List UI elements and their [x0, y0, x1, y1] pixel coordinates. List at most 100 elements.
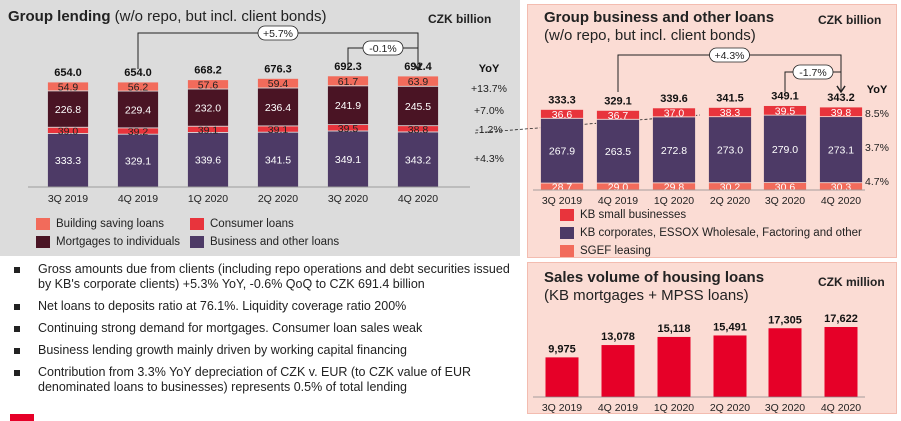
- bar-total-label: 668.2: [194, 65, 222, 77]
- yoy-growth-label: +5.7%: [263, 28, 293, 40]
- bar-segment: [327, 75, 369, 87]
- qoq-growth-pill: [362, 40, 404, 56]
- bar-value-label: 39.1: [198, 124, 219, 136]
- bar-value-label: 38.8: [408, 124, 429, 136]
- commentary-list: Gross amounts due from clients (includin…: [10, 262, 515, 402]
- bullet-item: Business lending growth mainly driven by…: [10, 343, 515, 358]
- legend-corporates: KB corporates, ESSOX Wholesale, Factorin…: [560, 227, 862, 239]
- bar-value-label: 36.7: [608, 110, 629, 122]
- yoy-growth-business-label: +4.3%: [714, 50, 744, 62]
- bar: [768, 328, 802, 397]
- x-tick-label: 4Q 2020: [398, 193, 438, 205]
- yoy-label: +13.7%: [471, 83, 507, 95]
- bar: [824, 327, 858, 397]
- bar-value-label: 38.3: [720, 107, 741, 119]
- bullet-item: Contribution from 3.3% YoY depreciation …: [10, 365, 515, 395]
- x-tick-label: 4Q 2019: [598, 195, 638, 207]
- bar-value-label: 241.9: [335, 100, 361, 112]
- bar-segment: [257, 87, 299, 127]
- yoy-label: 8.5%: [865, 108, 889, 120]
- x-tick-label: 3Q 2019: [48, 193, 88, 205]
- bar-value-label: 267.9: [549, 146, 575, 158]
- bar-value-label: 29.8: [664, 181, 685, 193]
- x-tick-label: 3Q 2019: [542, 195, 582, 207]
- bar-total-label: 333.3: [548, 94, 576, 106]
- x-tick-label: 2Q 2020: [710, 402, 750, 414]
- bar-value-label: 263.5: [605, 146, 631, 158]
- x-tick-label: 1Q 2020: [654, 402, 694, 414]
- x-tick-label: 3Q 2020: [328, 193, 368, 205]
- legend-swatch: [36, 236, 50, 248]
- bar-value-label: 39.8: [831, 107, 852, 119]
- yoy-growth-pill: [257, 25, 299, 41]
- bar-value-label: 39.5: [775, 105, 796, 117]
- bar-value-label: 229.4: [125, 104, 151, 116]
- business-loans-subtitle: (w/o repo, but incl. client bonds): [544, 27, 756, 44]
- bar-segment: [327, 130, 369, 188]
- yoy-label: 4.7%: [865, 176, 889, 188]
- yoy-label: +7.0%: [474, 105, 504, 117]
- legend-sgef-leasing: SGEF leasing: [560, 245, 651, 257]
- legend-swatch: [560, 227, 574, 239]
- yoy-label: 3.7%: [865, 142, 889, 154]
- bar-value-label: 30.2: [720, 181, 741, 193]
- bar-segment: [819, 116, 863, 184]
- bar-value-label: 54.9: [58, 81, 79, 93]
- bar-segment: [397, 75, 439, 87]
- bar-segment: [397, 85, 439, 127]
- bar-value-label: 15,118: [657, 323, 690, 335]
- bar-value-label: 245.5: [405, 101, 431, 113]
- bar-segment: [47, 133, 89, 188]
- bar-segment: [540, 117, 584, 184]
- legend-swatch: [190, 236, 204, 248]
- x-tick-label: 2Q 2020: [258, 193, 298, 205]
- bar-total-label: 654.0: [124, 67, 152, 79]
- bar-value-label: 349.1: [335, 154, 361, 166]
- bullet-icon: [14, 348, 20, 354]
- brand-mark: [10, 414, 34, 421]
- bar-value-label: 37.0: [664, 107, 685, 119]
- yoy-label: -1.2%: [475, 124, 502, 136]
- bar: [657, 336, 691, 397]
- bullet-item: Net loans to deposits ratio at 76.1%. Li…: [10, 299, 515, 314]
- bullet-item: Gross amounts due from clients (includin…: [10, 262, 515, 292]
- bar-value-label: 39.1: [268, 124, 289, 136]
- qoq-growth-business-label: -1.7%: [799, 67, 826, 79]
- bar-segment: [257, 78, 299, 89]
- housing-sales-title: Sales volume of housing loans: [544, 269, 765, 286]
- x-tick-label: 4Q 2020: [821, 195, 861, 207]
- qoq-growth-label: -0.1%: [369, 43, 396, 55]
- legend-consumer-loans: Consumer loans: [190, 218, 294, 230]
- qoq-growth-business-pill: [792, 64, 834, 80]
- bar-segment: [540, 109, 584, 119]
- x-tick-label: 4Q 2020: [821, 402, 861, 414]
- bar: [545, 357, 579, 397]
- bar-segment: [708, 107, 752, 118]
- bar-segment: [117, 81, 159, 92]
- housing-sales-subtitle: (KB mortgages + MPSS loans): [544, 287, 749, 304]
- bar-value-label: 28.7: [552, 182, 573, 194]
- bar-segment: [819, 106, 863, 118]
- bar-value-label: 272.8: [661, 145, 687, 157]
- bar-segment: [47, 81, 89, 92]
- bar-value-label: 236.4: [265, 102, 291, 114]
- bar-total-label: 654.0: [54, 67, 82, 79]
- bar-value-label: 17,622: [824, 313, 858, 325]
- legend-swatch: [36, 218, 50, 230]
- bar-value-label: 13,078: [601, 331, 635, 343]
- bar-value-label: 39.0: [58, 125, 79, 137]
- bar-segment: [397, 131, 439, 188]
- x-tick-label: 2Q 2020: [710, 195, 750, 207]
- bar-value-label: 329.1: [125, 156, 151, 168]
- legend-swatch: [560, 209, 574, 221]
- legend-building-saving: Building saving loans: [36, 218, 164, 230]
- bar-total-label: 329.1: [604, 95, 632, 107]
- business-loans-title: Group business and other loans: [544, 9, 775, 26]
- bar-value-label: 341.5: [265, 155, 291, 167]
- bar-value-label: 343.2: [405, 154, 431, 166]
- bar-value-label: 17,305: [768, 314, 802, 326]
- bar-value-label: 59.4: [268, 78, 289, 90]
- bullet-icon: [14, 304, 20, 310]
- x-tick-label: 4Q 2019: [118, 193, 158, 205]
